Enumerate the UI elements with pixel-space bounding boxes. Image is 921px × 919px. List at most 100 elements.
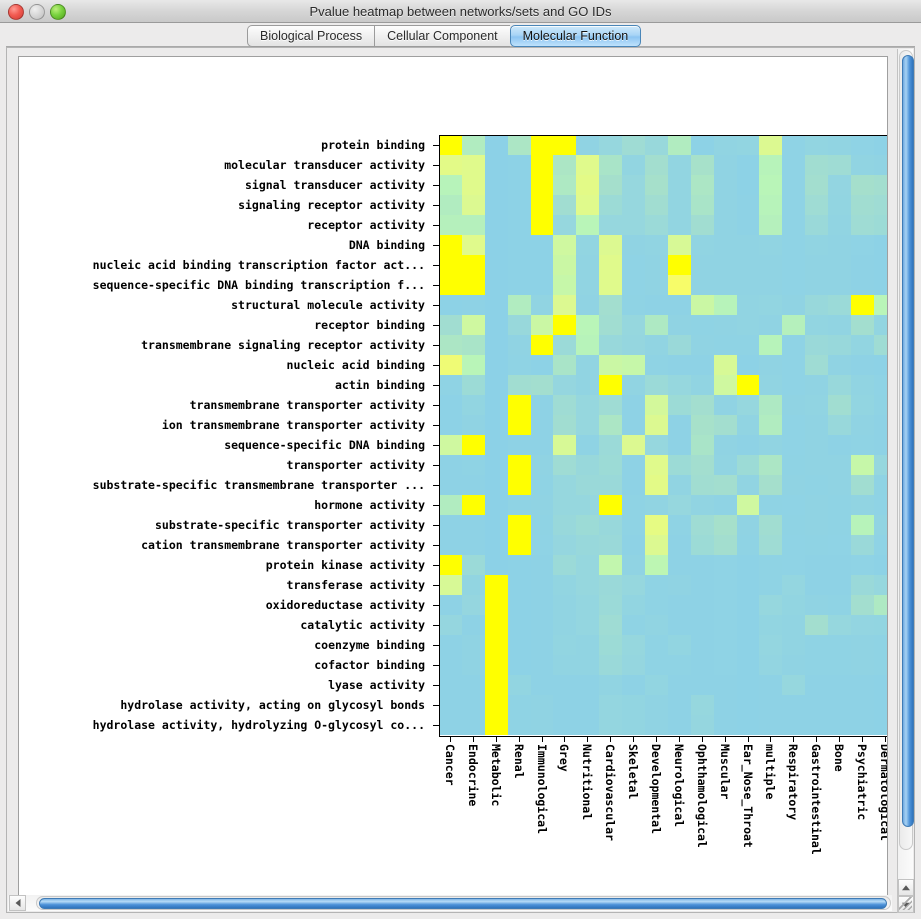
heatmap-cell (439, 695, 462, 715)
tab-molecular-function[interactable]: Molecular Function (509, 25, 642, 47)
heatmap-cell (736, 475, 760, 495)
y-axis-tick (433, 535, 439, 555)
heatmap-cell (599, 235, 623, 255)
heatmap-cell (690, 235, 714, 255)
heatmap-cell (553, 175, 577, 195)
heatmap-cell (622, 455, 646, 475)
y-axis-tick (433, 555, 439, 575)
x-axis-label: Developmental (645, 744, 668, 895)
heatmap-cell (713, 215, 737, 235)
vertical-scroll-track[interactable] (899, 50, 914, 850)
x-axis-label: Cancer (439, 744, 462, 895)
heatmap-cell (759, 675, 783, 695)
x-axis-tick (782, 736, 805, 742)
tab-biological-process[interactable]: Biological Process (247, 25, 375, 47)
heatmap-cell (530, 335, 554, 355)
heatmap-cell (851, 475, 874, 495)
heatmap-cell (622, 655, 646, 675)
resize-grip[interactable] (899, 897, 912, 910)
scroll-left-button[interactable] (9, 895, 26, 911)
heatmap-cell (553, 675, 577, 695)
heatmap-cell (622, 715, 646, 735)
heatmap-cell (622, 435, 646, 455)
heatmap-cell (736, 415, 760, 435)
tab-cellular-component[interactable]: Cellular Component (374, 25, 510, 47)
heatmap-cell (461, 415, 485, 435)
horizontal-scroll-thumb[interactable] (39, 898, 887, 909)
heatmap-cell (736, 555, 760, 575)
heatmap-cell (805, 575, 829, 595)
heatmap-cell (759, 475, 783, 495)
heatmap-cell (736, 155, 760, 175)
heatmap-cell (553, 195, 577, 215)
heatmap-cell (805, 555, 829, 575)
y-axis-tick (433, 255, 439, 275)
heatmap-cell (507, 555, 531, 575)
heatmap-cell (851, 515, 874, 535)
heatmap-cell (530, 575, 554, 595)
scroll-up-button[interactable] (898, 879, 914, 896)
y-axis-label: ion transmembrane transporter activity (161, 418, 425, 432)
heatmap-cell (484, 555, 508, 575)
y-axis-tick (433, 335, 439, 355)
heatmap-cell (599, 675, 623, 695)
y-axis-tick (433, 695, 439, 715)
heatmap-cell (484, 375, 508, 395)
heatmap-cell (667, 375, 691, 395)
heatmap-cell (439, 615, 462, 635)
vertical-scroll-thumb[interactable] (902, 55, 914, 827)
heatmap-cell (622, 515, 646, 535)
heatmap-cell (851, 195, 874, 215)
heatmap-cell (667, 595, 691, 615)
heatmap-cell (645, 695, 668, 715)
heatmap-cell (713, 475, 737, 495)
y-axis-label: hydrolase activity, acting on glycosyl b… (120, 698, 425, 712)
heatmap-cell (576, 355, 600, 375)
heatmap-cell (553, 635, 577, 655)
heatmap-cell (461, 395, 485, 415)
heatmap-cell (690, 615, 714, 635)
heatmap-cell (667, 495, 691, 515)
x-axis-label-text: Ophthamological (694, 744, 709, 848)
heatmap-cell (530, 155, 554, 175)
heatmap-cell (645, 555, 668, 575)
close-button[interactable] (8, 4, 24, 20)
heatmap-cell (599, 695, 623, 715)
heatmap-cell (736, 715, 760, 735)
heatmap-cell (439, 495, 462, 515)
heatmap-cell (873, 595, 887, 615)
heatmap-cell (828, 435, 852, 455)
heatmap-cell (713, 655, 737, 675)
heatmap-cell (851, 615, 874, 635)
heatmap-cell (553, 435, 577, 455)
heatmap-cell (507, 675, 531, 695)
x-axis-label-text: multiple (763, 744, 778, 800)
heatmap-cell (439, 715, 462, 735)
y-axis-tick (433, 515, 439, 535)
y-axis-label: hormone activity (314, 498, 425, 512)
heatmap-cell (576, 655, 600, 675)
heatmap-cell (736, 295, 760, 315)
x-axis-tick (531, 736, 554, 742)
heatmap-cell (553, 315, 577, 335)
minimize-button[interactable] (29, 4, 45, 20)
heatmap-cell (530, 595, 554, 615)
heatmap-cell (576, 215, 600, 235)
heatmap-cell (828, 375, 852, 395)
heatmap-cell (828, 295, 852, 315)
heatmap-cell (599, 515, 623, 535)
heatmap-cell (507, 595, 531, 615)
heatmap-cell (713, 235, 737, 255)
heatmap-cell (553, 595, 577, 615)
x-axis-tick (462, 736, 485, 742)
x-axis-tick (874, 736, 887, 742)
heatmap-cell (622, 215, 646, 235)
heatmap-cell (873, 655, 887, 675)
heatmap-cell (645, 335, 668, 355)
vertical-scrollbar[interactable] (897, 49, 914, 913)
heatmap-cell (873, 355, 887, 375)
heatmap-cell (645, 515, 668, 535)
heatmap-cell (576, 235, 600, 255)
zoom-button[interactable] (50, 4, 66, 20)
horizontal-scrollbar[interactable] (8, 895, 892, 911)
